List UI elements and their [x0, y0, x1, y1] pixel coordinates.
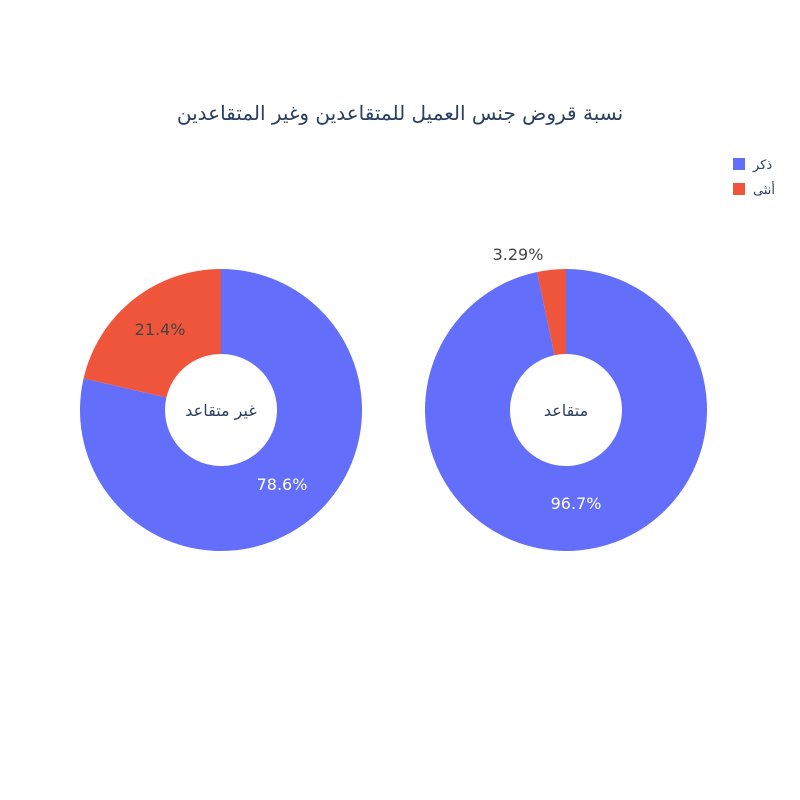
- pie-slice-male[interactable]: [424, 269, 707, 551]
- hole-label-retired: متقاعد: [544, 401, 588, 420]
- legend-label-female: أنثى: [753, 181, 775, 198]
- donut-retired: 96.7% 3.29% متقاعد: [424, 245, 707, 551]
- chart-title: نسبة قروض جنس العميل للمتقاعدين وغير الم…: [177, 101, 623, 125]
- donut-not-retired: 78.6% 21.4% غير متقاعد: [80, 269, 363, 552]
- legend-item-female[interactable]: أنثى: [733, 181, 775, 198]
- slice-label-female: 21.4%: [135, 320, 186, 339]
- legend-item-male[interactable]: ذكر: [733, 158, 772, 173]
- legend[interactable]: ذكر أنثى: [733, 158, 775, 198]
- slice-label-male: 96.7%: [551, 494, 602, 513]
- pie-slice-male[interactable]: [80, 269, 363, 552]
- legend-swatch-female: [733, 183, 745, 195]
- slice-label-female: 3.29%: [493, 245, 544, 264]
- slice-label-male: 78.6%: [257, 475, 308, 494]
- hole-label-not-retired: غير متقاعد: [185, 401, 256, 421]
- pie-slice-female[interactable]: [83, 269, 222, 398]
- legend-swatch-male: [733, 158, 745, 170]
- pie-slice-female[interactable]: [537, 269, 566, 356]
- legend-label-male: ذكر: [752, 158, 772, 173]
